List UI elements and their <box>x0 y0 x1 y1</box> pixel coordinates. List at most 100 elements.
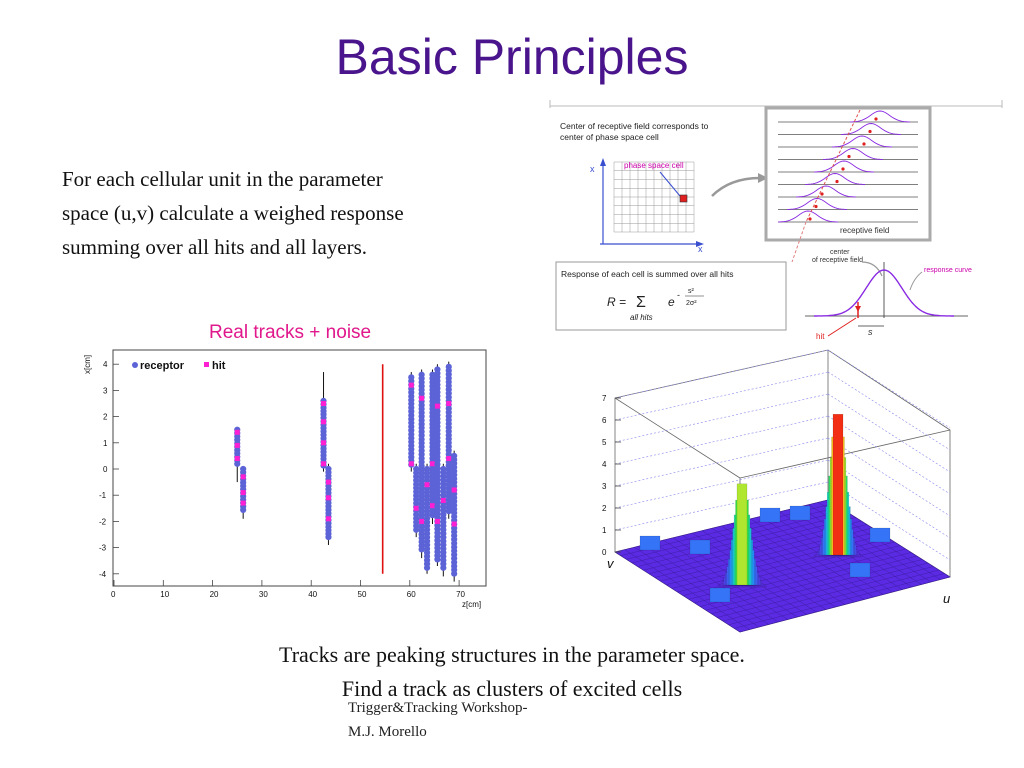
hit-point <box>419 395 425 401</box>
receptor-point <box>440 564 447 571</box>
formula-e: e <box>668 295 675 309</box>
z-tick-label: 3 <box>602 482 607 491</box>
gaussian-curve <box>805 173 865 185</box>
receptor-point <box>429 512 436 519</box>
z-grid-line <box>827 415 951 495</box>
receptive-field-label: receptive field <box>840 226 889 235</box>
y-tick-label: -4 <box>99 570 107 579</box>
s-label: s <box>868 327 873 337</box>
z-tick-label: 1 <box>602 526 607 535</box>
z-grid-line <box>614 481 829 531</box>
noise-block <box>789 505 811 521</box>
x-tick-label: 10 <box>160 590 169 599</box>
y-tick-label: 0 <box>103 465 108 474</box>
legend-receptor-marker <box>132 362 138 368</box>
hit-point <box>234 429 240 435</box>
noise-block <box>869 527 891 543</box>
x-tick-label: 40 <box>308 590 317 599</box>
diagram-center-text-2: center of phase space cell <box>560 132 659 142</box>
x-tick-label: 60 <box>407 590 416 599</box>
hit-point <box>419 518 425 524</box>
z-grid-line <box>614 393 829 443</box>
hit-point <box>451 521 457 527</box>
hit-dot <box>847 154 851 159</box>
y-tick-label: -3 <box>99 544 107 553</box>
hit-dot <box>874 117 878 121</box>
hit-point <box>234 442 240 448</box>
phase-space-cell-label: phase space cell <box>624 161 684 170</box>
hit-point <box>321 461 327 467</box>
diagram-axis-x-label: x <box>698 244 703 254</box>
receptor-point <box>325 534 332 541</box>
hit-point <box>429 461 435 467</box>
noise-block <box>759 507 781 523</box>
hit-point <box>434 518 440 524</box>
y-tick-label: -2 <box>99 517 107 526</box>
floor-grid <box>798 506 922 585</box>
hit-point <box>451 487 457 493</box>
z-tick-label: 5 <box>602 438 607 447</box>
center-field-label-1: center <box>830 249 850 256</box>
z-tick-label: 0 <box>602 548 607 557</box>
gaussian-curve <box>787 198 847 210</box>
formula-sub: all hits <box>630 313 653 322</box>
lego-u-label: u <box>943 591 950 606</box>
hit-dot <box>841 167 845 171</box>
y-tick-label: 1 <box>103 439 108 448</box>
footer-line: M.J. Morello <box>348 724 427 740</box>
y-tick-label: 3 <box>103 386 108 395</box>
chart-xlabel: z[cm] <box>462 600 481 609</box>
formula-exp-den: 2σ² <box>686 300 697 307</box>
receptor-point <box>451 570 458 577</box>
receptor-point <box>418 546 425 553</box>
gaussian-curve <box>814 160 874 173</box>
intro-text: For each cellular unit in the parameter … <box>62 162 522 264</box>
hit-dot <box>835 179 839 184</box>
hit-point <box>429 503 435 509</box>
intro-line: space (u,v) calculate a weighed response <box>62 201 404 225</box>
center-field-label-2: of receptive field <box>812 257 863 264</box>
tracks-chart: 0 10 20 30 40 50 60 70 -4 -3 -2 -1 0 1 2 3 4 x[cm] z[cm]… <box>83 349 487 609</box>
noise-block <box>639 535 661 551</box>
hit-point <box>321 440 327 446</box>
y-tick-label: -1 <box>99 491 107 500</box>
hit-dot <box>808 217 812 221</box>
noise-block <box>689 539 711 555</box>
response-curve-label: response curve <box>924 267 972 274</box>
floor-grid <box>750 518 874 598</box>
intro-line: summing over all hits and all layers. <box>62 235 368 259</box>
gaussian-curve <box>796 185 856 198</box>
z-grid-line <box>827 437 951 517</box>
z-tick-label: 6 <box>602 416 607 425</box>
z-tick-label: 4 <box>602 460 607 469</box>
slide-title: Basic Principles <box>335 29 689 85</box>
peak-left-block <box>736 483 748 586</box>
receptor-point <box>423 564 431 571</box>
legend-receptor-label: receptor <box>140 360 185 372</box>
hit-point <box>325 495 331 501</box>
grey-arrow <box>711 176 761 197</box>
floor-grid <box>711 559 923 615</box>
diagram-center-text-1: Center of receptive field corresponds to <box>560 121 709 131</box>
hit-point <box>446 456 452 462</box>
chart-title: Real tracks + noise <box>209 322 372 343</box>
peak-right-block <box>832 414 844 556</box>
hit-point <box>240 474 246 480</box>
floor-grid <box>728 569 939 625</box>
receptor-point <box>413 526 420 533</box>
z-grid-line <box>827 459 951 539</box>
hit-point <box>240 500 246 506</box>
response-box <box>555 261 787 331</box>
floor-grid <box>731 523 855 603</box>
receptor-point <box>445 508 452 515</box>
formula-exp-num: s² <box>688 288 695 295</box>
chart-ylabel: x[cm] <box>83 355 92 374</box>
caption-line: Tracks are peaking structures in the par… <box>279 642 745 667</box>
gaussian-curve <box>823 148 883 160</box>
x-tick-label: 50 <box>358 590 367 599</box>
legend-hit-marker <box>204 362 209 367</box>
y-tick-label: 2 <box>103 413 108 422</box>
caption-line: Find a track as clusters of excited cell… <box>341 676 683 701</box>
hit-point <box>325 479 331 485</box>
z-grid-line <box>614 459 829 509</box>
